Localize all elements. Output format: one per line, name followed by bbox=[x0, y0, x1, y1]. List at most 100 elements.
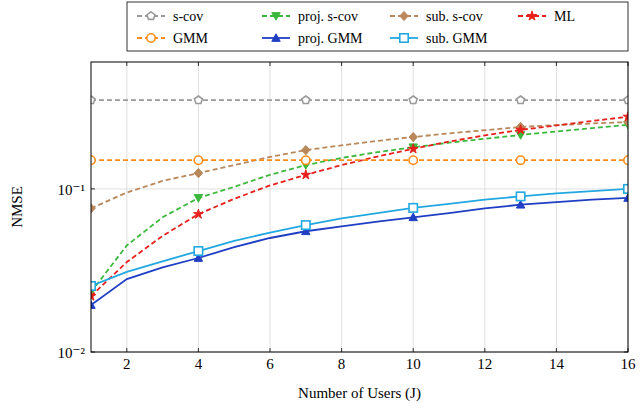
marker bbox=[194, 247, 202, 255]
line bbox=[91, 198, 628, 305]
line bbox=[91, 159, 628, 161]
legend-marker bbox=[527, 11, 537, 20]
marker bbox=[91, 156, 95, 164]
grid-line bbox=[126, 62, 127, 352]
line bbox=[91, 189, 628, 286]
tick-label: 10⁻¹ bbox=[58, 182, 85, 198]
legend-label: sub. s-cov bbox=[426, 9, 483, 24]
legend-label: proj. GMM bbox=[298, 31, 363, 46]
tick bbox=[126, 62, 127, 66]
marker bbox=[91, 301, 95, 309]
marker bbox=[302, 221, 310, 229]
series bbox=[91, 156, 628, 164]
tick-label: 4 bbox=[195, 356, 203, 372]
x-axis-label: Number of Users (J) bbox=[298, 385, 421, 402]
marker bbox=[624, 194, 628, 202]
tick bbox=[341, 348, 342, 352]
grid-line bbox=[91, 188, 628, 189]
marker bbox=[516, 125, 526, 134]
line bbox=[91, 99, 628, 101]
marker bbox=[302, 96, 310, 104]
marker bbox=[409, 156, 417, 164]
marker bbox=[194, 195, 202, 203]
tick bbox=[484, 348, 485, 352]
line bbox=[91, 117, 628, 296]
tick bbox=[198, 348, 199, 352]
marker bbox=[91, 204, 95, 213]
series bbox=[91, 117, 628, 213]
marker bbox=[194, 168, 202, 177]
tick-label: 8 bbox=[338, 356, 346, 372]
legend-marker bbox=[147, 12, 155, 20]
series bbox=[91, 194, 628, 309]
axes: 2 4 6 8 10 12 14 16 10⁻² 10⁻¹ Number of Users (J) N… bbox=[9, 62, 636, 402]
tick-label: 10⁻² bbox=[58, 345, 86, 361]
tick bbox=[270, 348, 271, 352]
tick bbox=[484, 62, 485, 66]
frame bbox=[91, 62, 628, 352]
grid-line bbox=[484, 62, 485, 352]
series bbox=[91, 96, 628, 104]
tick bbox=[413, 348, 414, 352]
grid-line bbox=[270, 62, 271, 352]
marker bbox=[516, 156, 524, 164]
tick-label: 12 bbox=[477, 356, 492, 372]
legend-marker bbox=[400, 11, 408, 20]
tick-label: 2 bbox=[123, 356, 131, 372]
tick bbox=[126, 348, 127, 352]
tick bbox=[413, 62, 414, 66]
marker bbox=[408, 144, 418, 153]
chart: 2 4 6 8 10 12 14 16 10⁻² 10⁻¹ Number of Users (J) N… bbox=[0, 0, 640, 411]
legend: s-cov proj. s-cov sub. s-cov ML GMM proj. GMM… bbox=[127, 2, 628, 51]
tick bbox=[198, 62, 199, 66]
marker bbox=[194, 96, 202, 104]
tick bbox=[91, 188, 95, 189]
tick bbox=[556, 62, 557, 66]
marker bbox=[409, 96, 417, 104]
marker bbox=[91, 282, 95, 290]
line bbox=[91, 125, 628, 292]
grid-line bbox=[556, 62, 557, 352]
marker bbox=[301, 170, 311, 179]
plot-area bbox=[91, 96, 628, 308]
legend-label: sub. GMM bbox=[426, 31, 488, 46]
tick-label: 10 bbox=[406, 356, 421, 372]
tick-label: 14 bbox=[549, 356, 565, 372]
legend-marker bbox=[147, 34, 155, 42]
legend-label: ML bbox=[554, 9, 575, 24]
tick-label: 16 bbox=[621, 356, 637, 372]
grid bbox=[91, 62, 628, 352]
marker bbox=[409, 213, 417, 221]
tick bbox=[270, 62, 271, 66]
marker bbox=[91, 291, 96, 300]
legend-label: proj. s-cov bbox=[298, 9, 358, 24]
series bbox=[91, 112, 628, 301]
legend-label: s-cov bbox=[173, 9, 203, 24]
marker bbox=[409, 132, 417, 141]
marker bbox=[516, 201, 524, 209]
legend-marker bbox=[400, 34, 408, 42]
marker bbox=[91, 96, 95, 104]
marker bbox=[624, 156, 628, 164]
legend-label: GMM bbox=[173, 31, 209, 46]
marker bbox=[302, 145, 310, 154]
tick bbox=[556, 348, 557, 352]
line bbox=[91, 122, 628, 208]
y-axis-label: NMSE bbox=[9, 186, 25, 228]
tick bbox=[341, 62, 342, 66]
marker bbox=[516, 192, 524, 200]
series bbox=[91, 122, 628, 297]
marker bbox=[194, 209, 204, 218]
marker bbox=[409, 204, 417, 212]
legend-box bbox=[127, 2, 628, 51]
tick-label: 6 bbox=[266, 356, 274, 372]
marker bbox=[302, 156, 310, 164]
marker bbox=[624, 185, 628, 193]
marker bbox=[194, 156, 202, 164]
legend-marker bbox=[272, 13, 280, 21]
series bbox=[91, 185, 628, 290]
grid-line bbox=[341, 62, 342, 352]
marker bbox=[517, 96, 525, 104]
legend-marker bbox=[272, 34, 280, 42]
marker bbox=[624, 96, 628, 104]
